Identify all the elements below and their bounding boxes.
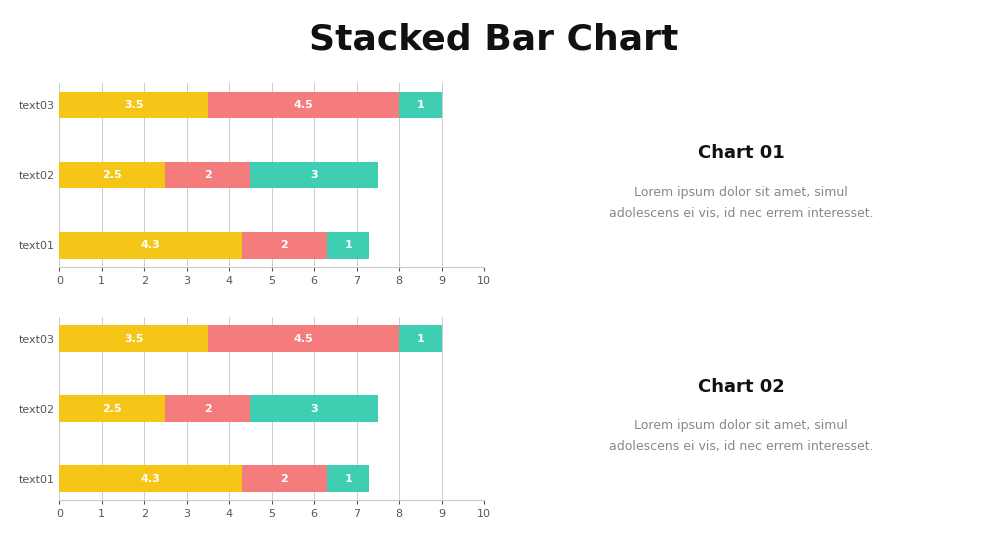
Text: 2: 2 [281, 474, 288, 484]
Bar [207, 325, 399, 352]
Bar [327, 465, 370, 492]
Bar [251, 395, 378, 422]
Text: Chart 02: Chart 02 [698, 378, 784, 396]
Bar [251, 162, 378, 188]
Bar [59, 395, 165, 422]
Text: 3: 3 [310, 170, 318, 180]
Bar [59, 92, 207, 118]
Text: Stacked Bar Chart: Stacked Bar Chart [309, 22, 679, 56]
Bar [399, 325, 442, 352]
Text: 2: 2 [281, 240, 288, 250]
Text: 3: 3 [310, 404, 318, 414]
Bar [242, 232, 327, 259]
Bar [242, 465, 327, 492]
Bar [165, 395, 251, 422]
Text: 1: 1 [344, 474, 352, 484]
Bar [165, 162, 251, 188]
Bar [59, 465, 242, 492]
Bar [59, 162, 165, 188]
Bar [399, 92, 442, 118]
Text: 3.5: 3.5 [124, 100, 143, 110]
Text: 3.5: 3.5 [124, 334, 143, 344]
Text: 2: 2 [205, 170, 211, 180]
Text: 4.3: 4.3 [140, 240, 160, 250]
Text: 4.5: 4.5 [293, 100, 313, 110]
Text: 2: 2 [205, 404, 211, 414]
Text: 2.5: 2.5 [103, 170, 123, 180]
Bar [207, 92, 399, 118]
Text: 2.5: 2.5 [103, 404, 123, 414]
Text: 1: 1 [417, 100, 424, 110]
Text: 1: 1 [417, 334, 424, 344]
Text: 4.3: 4.3 [140, 474, 160, 484]
Text: Lorem ipsum dolor sit amet, simul
adolescens ei vis, id nec errem interesset.: Lorem ipsum dolor sit amet, simul adoles… [609, 186, 873, 220]
Text: Lorem ipsum dolor sit amet, simul
adolescens ei vis, id nec errem interesset.: Lorem ipsum dolor sit amet, simul adoles… [609, 419, 873, 453]
Bar [327, 232, 370, 259]
Bar [59, 325, 207, 352]
Text: 4.5: 4.5 [293, 334, 313, 344]
Bar [59, 232, 242, 259]
Text: Chart 01: Chart 01 [698, 144, 784, 162]
Text: 1: 1 [344, 240, 352, 250]
